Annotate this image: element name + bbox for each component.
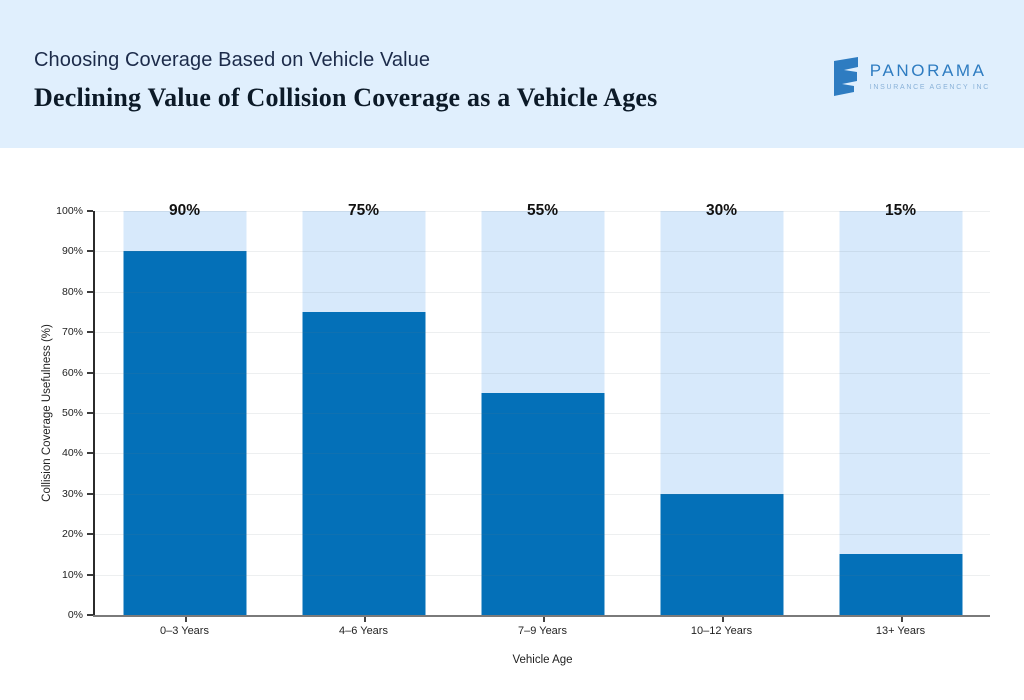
y-axis-tick (87, 533, 93, 536)
plot-area: Vehicle Age Collision Coverage Usefulnes… (41, 202, 990, 666)
y-axis-tick (87, 371, 93, 374)
y-axis-tick-label: 0% (67, 609, 83, 621)
bar (481, 392, 604, 615)
gridline (95, 251, 990, 253)
gridline (95, 372, 990, 374)
y-axis-title: Collision Coverage Usefulness (%) (41, 324, 53, 502)
ribbon-mark-icon (833, 57, 858, 96)
y-axis-tick-label: 30% (61, 487, 83, 500)
bar-value-label: 15% (884, 202, 917, 219)
y-axis-tick (87, 614, 93, 616)
company-logo: PANORAMA INSURANCE AGENCY INC (831, 52, 990, 96)
gridline (95, 534, 990, 536)
y-axis-tick-label: 60% (61, 366, 83, 379)
y-axis-tick-label: 10% (61, 568, 83, 581)
y-axis-tick-label: 90% (61, 245, 83, 258)
y-axis-tick (87, 492, 93, 495)
x-axis-spine (93, 615, 990, 617)
chart-subtitle: Choosing Coverage Based on Vehicle Value (34, 49, 431, 71)
gridline (95, 453, 990, 455)
x-axis-tick (363, 617, 366, 622)
x-axis-tick-label: 13+ Years (875, 625, 926, 637)
y-axis-tick-label: 80% (61, 285, 83, 298)
y-axis-tick-label: 100% (56, 205, 83, 217)
bar (123, 251, 246, 615)
bar-value-label: 90% (168, 202, 201, 219)
bar-group: 55% 7–9 Years (453, 202, 632, 637)
y-axis-tick (87, 331, 93, 334)
y-axis-tick-label: 50% (61, 407, 83, 419)
y-axis-spine (93, 211, 95, 617)
x-axis-tick (900, 617, 903, 622)
y-axis-tick (87, 412, 93, 414)
bar-group: 90% 0–3 Years (95, 202, 274, 637)
logo-tagline: INSURANCE AGENCY INC (869, 84, 990, 91)
logo-text: PANORAMA INSURANCE AGENCY INC (870, 61, 990, 91)
bar (660, 493, 783, 615)
y-axis-tick (87, 452, 93, 455)
x-axis-tick (184, 617, 187, 622)
logo-name: PANORAMA (869, 61, 987, 80)
x-axis-tick (542, 617, 545, 622)
bar (302, 312, 425, 615)
bar (839, 554, 962, 615)
y-axis-tick-label: 20% (61, 528, 83, 541)
bar-value-label: 75% (347, 202, 380, 219)
bar-group: 30% 10–12 Years (632, 202, 811, 637)
y-axis-tick-label: 40% (61, 447, 83, 460)
x-axis-title: Vehicle Age (512, 654, 573, 666)
gridline (95, 211, 990, 212)
x-axis-tick-label: 10–12 Years (690, 625, 753, 637)
bar-value-label: 55% (526, 202, 559, 219)
bar-background (839, 211, 962, 615)
header-band: Choosing Coverage Based on Vehicle Value… (0, 0, 1024, 148)
gridline (95, 413, 990, 414)
y-axis-tick (87, 573, 93, 576)
y-axis-tick (87, 290, 93, 293)
y-axis-tick-label: 70% (61, 326, 83, 339)
gridline (95, 291, 990, 293)
y-axis-tick (87, 250, 93, 253)
x-axis-tick-label: 7–9 Years (518, 625, 567, 637)
bar-value-label: 30% (705, 202, 738, 219)
gridline (95, 332, 990, 334)
gridline (95, 493, 990, 495)
bar-group: 75% 4–6 Years (274, 202, 453, 637)
y-axis-tick (87, 210, 93, 212)
bar-group: 15% 13+ Years (811, 202, 990, 637)
x-axis-tick-label: 0–3 Years (160, 625, 209, 637)
header-text: Choosing Coverage Based on Vehicle Value… (34, 35, 657, 113)
chart-title: Declining Value of Collision Coverage as… (34, 83, 658, 112)
gridline (95, 574, 990, 576)
x-axis-tick-label: 4–6 Years (339, 625, 388, 637)
x-axis-tick (721, 617, 724, 622)
